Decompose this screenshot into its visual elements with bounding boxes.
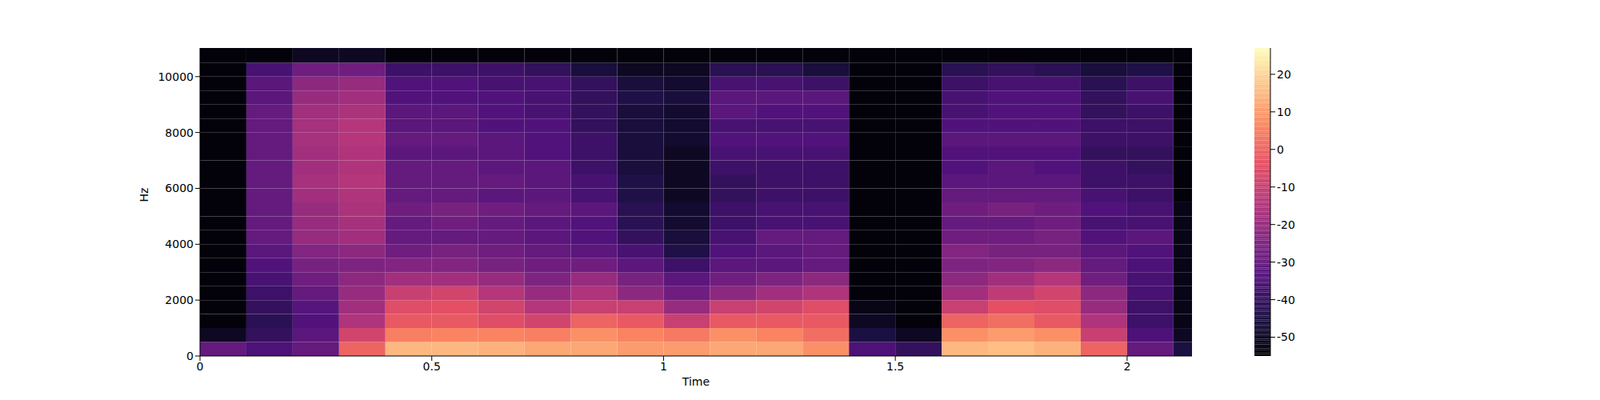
svg-text:Time: Time <box>681 375 710 388</box>
svg-text:1: 1 <box>660 360 668 373</box>
svg-text:0: 0 <box>1276 143 1284 156</box>
svg-text:4000: 4000 <box>164 237 194 251</box>
svg-text:6000: 6000 <box>164 181 194 195</box>
svg-text:8000: 8000 <box>164 126 194 140</box>
svg-text:2000: 2000 <box>164 293 194 307</box>
svg-text:-20: -20 <box>1276 218 1296 232</box>
svg-text:20: 20 <box>1276 68 1292 81</box>
svg-text:Hz: Hz <box>137 188 151 203</box>
svg-text:0.5: 0.5 <box>423 360 441 373</box>
svg-text:0: 0 <box>186 349 194 363</box>
svg-text:-40: -40 <box>1276 293 1296 307</box>
svg-text:10000: 10000 <box>157 70 194 84</box>
svg-text:10: 10 <box>1276 105 1292 119</box>
svg-text:1.5: 1.5 <box>886 360 904 373</box>
svg-text:2: 2 <box>1123 360 1131 373</box>
svg-text:-10: -10 <box>1276 180 1296 194</box>
svg-text:-50: -50 <box>1276 330 1296 344</box>
svg-text:-30: -30 <box>1276 256 1296 269</box>
svg-text:0: 0 <box>196 360 204 373</box>
